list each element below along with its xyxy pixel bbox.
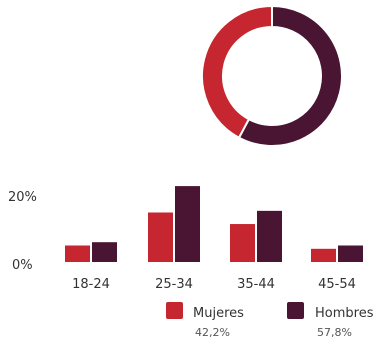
bar-hombres-25-34 (175, 186, 200, 262)
bar-mujeres-45-54 (311, 248, 336, 262)
donut-slice-hombres (237, 4, 343, 147)
bar-hombres-45-54 (338, 245, 363, 262)
bar-mujeres-35-44 (230, 224, 255, 262)
x-tick-label-45-54: 45-54 (318, 277, 356, 292)
bar-mujeres-18-24 (65, 245, 90, 262)
x-tick-label-35-44: 35-44 (237, 277, 275, 292)
donut-chart (201, 4, 343, 147)
bar-chart: 20% 0% 18-24 25-34 35-44 45-54 (8, 186, 363, 292)
bar-mujeres-25-34 (148, 212, 173, 262)
x-tick-label-18-24: 18-24 (72, 277, 110, 292)
legend-swatch-hombres (287, 302, 304, 319)
bars (65, 186, 363, 262)
x-tick-label-25-34: 25-34 (155, 277, 193, 292)
legend-swatch-mujeres (166, 302, 183, 319)
legend-label-mujeres: Mujeres (193, 306, 244, 321)
legend: Mujeres 42,2% Hombres 57,8% (166, 302, 374, 339)
bar-hombres-35-44 (257, 210, 282, 262)
donut-slice-mujeres (201, 4, 273, 140)
legend-label-hombres: Hombres (315, 306, 374, 321)
legend-pct-hombres: 57,8% (317, 326, 352, 339)
y-tick-label-20: 20% (8, 190, 37, 205)
bar-hombres-18-24 (92, 242, 117, 262)
y-tick-label-0: 0% (12, 258, 33, 273)
legend-pct-mujeres: 42,2% (195, 326, 230, 339)
